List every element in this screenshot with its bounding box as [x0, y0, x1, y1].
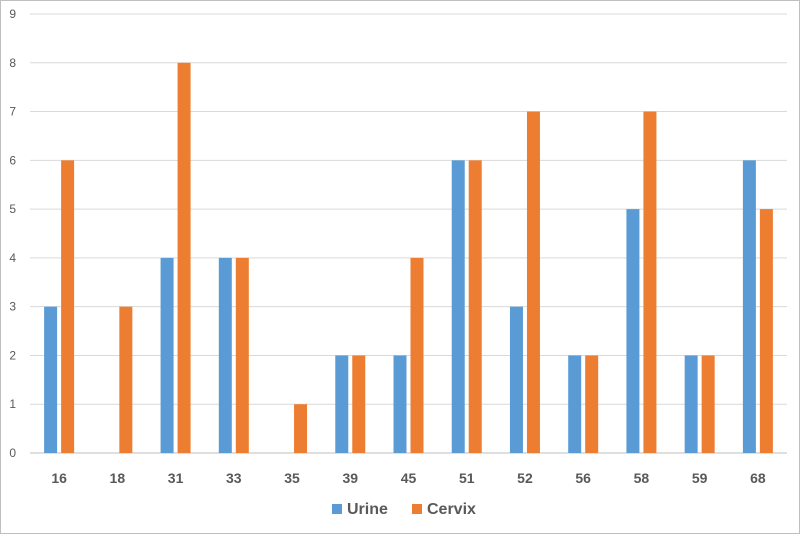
x-tick-label: 39 — [342, 470, 358, 486]
bar-urine-56 — [568, 355, 582, 453]
y-axis-tick-labels: 0 1 2 3 4 5 6 7 8 9 — [9, 7, 16, 460]
bars — [44, 62, 773, 454]
y-tick-label: 8 — [9, 56, 16, 70]
bar-cervix-45 — [410, 257, 424, 453]
bar-cervix-39 — [352, 355, 366, 453]
legend-swatch-cervix — [412, 504, 422, 514]
x-tick-label: 31 — [168, 470, 184, 486]
bar-urine-52 — [509, 306, 523, 453]
bar-cervix-18 — [119, 306, 133, 453]
y-tick-label: 6 — [9, 153, 16, 167]
x-axis-tick-labels: 16 18 31 33 35 39 45 51 52 56 58 59 68 — [51, 470, 766, 486]
x-tick-label: 56 — [575, 470, 591, 486]
y-tick-label: 2 — [9, 348, 16, 362]
bar-cervix-51 — [468, 160, 482, 454]
y-tick-label: 5 — [9, 202, 16, 216]
bar-urine-16 — [44, 306, 58, 453]
y-tick-label: 0 — [9, 446, 16, 460]
x-tick-label: 68 — [750, 470, 766, 486]
bar-cervix-58 — [643, 111, 657, 454]
legend: Urine Cervix — [332, 501, 476, 518]
bar-urine-59 — [684, 355, 698, 453]
legend-label-cervix: Cervix — [427, 501, 476, 518]
bar-cervix-68 — [759, 209, 773, 453]
x-tick-label: 33 — [226, 470, 242, 486]
bar-urine-33 — [218, 257, 232, 453]
x-tick-label: 51 — [459, 470, 475, 486]
y-tick-label: 7 — [9, 105, 16, 119]
x-tick-label: 18 — [110, 470, 126, 486]
bar-urine-51 — [451, 160, 465, 454]
y-tick-label: 1 — [9, 397, 16, 411]
bar-urine-45 — [393, 355, 407, 453]
y-tick-label: 4 — [9, 251, 16, 265]
y-tick-label: 9 — [9, 7, 16, 21]
gridlines — [30, 13, 787, 454]
bar-urine-58 — [626, 209, 640, 453]
bar-cervix-33 — [235, 257, 249, 453]
y-tick-label: 3 — [9, 300, 16, 314]
bar-cervix-31 — [177, 62, 191, 454]
bar-cervix-35 — [294, 404, 308, 453]
legend-swatch-urine — [332, 504, 342, 514]
bar-urine-68 — [742, 160, 756, 454]
x-tick-label: 35 — [284, 470, 300, 486]
legend-label-urine: Urine — [347, 501, 388, 518]
bar-urine-39 — [335, 355, 349, 453]
x-tick-label: 59 — [692, 470, 708, 486]
bar-cervix-56 — [585, 355, 599, 453]
x-tick-label: 45 — [401, 470, 417, 486]
x-tick-label: 52 — [517, 470, 533, 486]
bar-cervix-52 — [526, 111, 540, 454]
bar-cervix-16 — [61, 160, 75, 454]
x-tick-label: 16 — [51, 470, 67, 486]
bar-cervix-59 — [701, 355, 715, 453]
bar-urine-31 — [160, 257, 174, 453]
x-tick-label: 58 — [634, 470, 650, 486]
